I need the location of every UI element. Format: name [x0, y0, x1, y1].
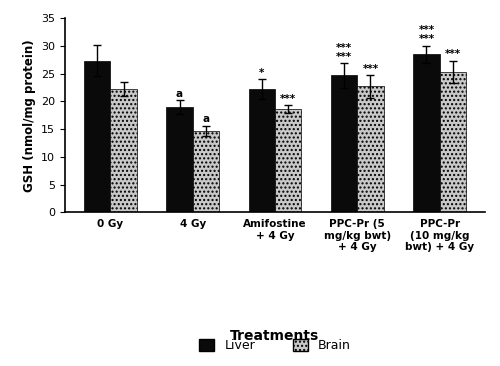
- Text: ***: ***: [418, 26, 434, 36]
- Legend: Liver, Brain: Liver, Brain: [194, 334, 356, 357]
- Text: ***: ***: [418, 34, 434, 44]
- Text: ***: ***: [336, 52, 352, 61]
- Bar: [248, 89, 275, 212]
- Text: ***: ***: [362, 64, 378, 74]
- Bar: [440, 72, 466, 212]
- Bar: [331, 75, 357, 212]
- Bar: [192, 131, 219, 212]
- Bar: [166, 107, 192, 212]
- Text: ***: ***: [336, 43, 352, 53]
- Text: a: a: [176, 89, 183, 99]
- Text: *: *: [259, 68, 264, 78]
- Text: ***: ***: [280, 94, 296, 104]
- Bar: [275, 109, 301, 212]
- Y-axis label: GSH (nmol/mg protein): GSH (nmol/mg protein): [22, 39, 36, 192]
- Bar: [413, 54, 440, 212]
- Bar: [110, 89, 137, 212]
- Text: a: a: [202, 114, 209, 124]
- X-axis label: Treatments: Treatments: [230, 329, 320, 343]
- Bar: [358, 86, 384, 212]
- Bar: [84, 61, 110, 212]
- Text: ***: ***: [444, 49, 461, 59]
